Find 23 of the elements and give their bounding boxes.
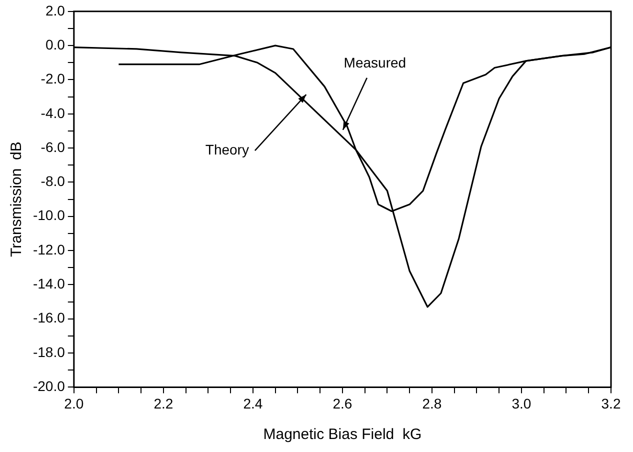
y-tick-label: -8.0 bbox=[40, 173, 66, 190]
y-tick-label: -4.0 bbox=[40, 104, 66, 121]
x-tick-label: 2.6 bbox=[332, 395, 352, 412]
y-tick-label: -6.0 bbox=[40, 138, 66, 155]
x-tick-label: 3.2 bbox=[601, 395, 621, 412]
y-tick-label: -14.0 bbox=[32, 276, 66, 292]
y-tick-label: -18.0 bbox=[32, 344, 66, 360]
x-tick-label: 3.0 bbox=[512, 395, 532, 412]
y-tick-label: -2.0 bbox=[40, 70, 66, 87]
y-tick-label: -10.0 bbox=[32, 207, 66, 224]
y-tick-label: 0.0 bbox=[45, 36, 66, 52]
x-axis-title: Magnetic Bias Field kG bbox=[263, 426, 422, 444]
text: Theory bbox=[205, 141, 249, 158]
series-label: Measured bbox=[344, 54, 406, 71]
x-tick-label: 2.0 bbox=[64, 395, 84, 412]
y-axis-title: Transmission dB bbox=[8, 142, 26, 257]
x-tick-label: 2.4 bbox=[243, 395, 263, 412]
x-tick-label: 2.8 bbox=[422, 395, 442, 412]
x-tick-label: 2.2 bbox=[154, 395, 174, 412]
y-tick-label: -20.0 bbox=[32, 378, 66, 394]
y-tick-label: 2.0 bbox=[45, 2, 66, 18]
y-tick-label: -12.0 bbox=[32, 241, 66, 258]
y-tick-label: -16.0 bbox=[32, 310, 66, 326]
